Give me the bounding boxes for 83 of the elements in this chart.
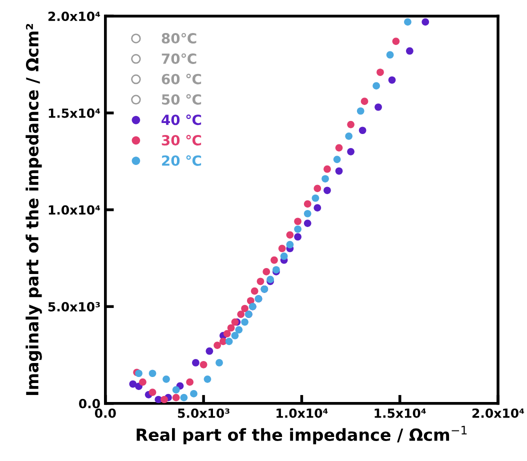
point — [223, 330, 231, 338]
x-tick-label: 1.5x10⁴ — [374, 408, 426, 418]
legend-label: 30 ℃ — [162, 134, 202, 146]
point — [200, 360, 208, 368]
point — [294, 233, 302, 241]
x-tick-label: 2.0x10⁴ — [472, 408, 524, 418]
y-tick-label: 2.0x10⁴ — [48, 12, 100, 22]
point — [172, 394, 180, 402]
point — [304, 200, 312, 208]
legend-label: 80℃ — [162, 32, 196, 44]
point — [206, 347, 214, 355]
legend-label: 50 ℃ — [162, 94, 202, 105]
point — [186, 378, 194, 386]
legend-label: 70℃ — [162, 53, 196, 64]
point — [278, 244, 286, 252]
legend-label: 40 ℃ — [162, 114, 202, 126]
point — [324, 165, 331, 173]
point — [347, 148, 354, 156]
point — [162, 376, 170, 383]
point — [250, 287, 258, 295]
point — [345, 132, 352, 140]
point — [356, 107, 364, 115]
point — [388, 76, 396, 84]
x-tick-label: 5.0x10³ — [178, 408, 230, 418]
point — [347, 120, 354, 128]
point — [304, 210, 312, 218]
point — [304, 220, 312, 227]
point — [246, 297, 254, 304]
point — [312, 194, 320, 202]
x-axis-title: Real part of the impedance / Ωcm$^{−1}$ — [136, 426, 467, 444]
y-tick-label: 1.5x10⁴ — [48, 108, 100, 118]
point — [280, 252, 288, 260]
point — [225, 338, 233, 346]
x-tick-label: 1.0x10⁴ — [276, 408, 328, 418]
point — [241, 318, 248, 326]
point — [139, 378, 146, 386]
point — [270, 256, 278, 264]
point — [241, 304, 248, 312]
point — [392, 38, 400, 45]
point — [422, 18, 430, 26]
point — [172, 386, 180, 394]
point — [214, 342, 221, 349]
point — [322, 175, 329, 182]
point — [180, 394, 188, 402]
point — [160, 396, 168, 404]
point — [335, 144, 343, 152]
point — [335, 167, 343, 175]
point — [129, 380, 137, 388]
point — [374, 103, 382, 111]
point — [404, 18, 412, 26]
point — [360, 98, 368, 105]
point — [262, 268, 270, 276]
legend-label: 20 ℃ — [162, 155, 202, 166]
point — [406, 47, 414, 55]
point — [372, 82, 380, 90]
legend-label: 60 ℃ — [162, 74, 202, 84]
y-axis-title: Imaginaly part of the impedance / Ωcm² — [26, 24, 42, 395]
point — [216, 359, 223, 366]
point — [204, 376, 212, 383]
y-tick-label: 1.0x10⁴ — [48, 205, 100, 215]
point — [294, 218, 302, 226]
point — [148, 370, 156, 378]
point — [286, 240, 294, 248]
point — [314, 204, 322, 212]
point — [148, 388, 156, 396]
point — [286, 231, 294, 239]
point — [358, 126, 366, 134]
y-tick-label: 0.0 — [78, 398, 100, 408]
point — [256, 278, 264, 286]
point — [190, 390, 198, 398]
point — [324, 186, 331, 194]
point — [333, 156, 341, 164]
point — [227, 324, 235, 332]
point — [235, 326, 243, 334]
point — [231, 332, 239, 340]
point — [386, 51, 394, 59]
point — [294, 225, 302, 233]
x-tick-label: 0.0 — [94, 408, 116, 418]
point — [314, 184, 322, 192]
point — [237, 310, 245, 318]
y-tick-label: 5.0x10³ — [48, 302, 100, 312]
point — [376, 68, 384, 76]
point — [192, 359, 200, 366]
